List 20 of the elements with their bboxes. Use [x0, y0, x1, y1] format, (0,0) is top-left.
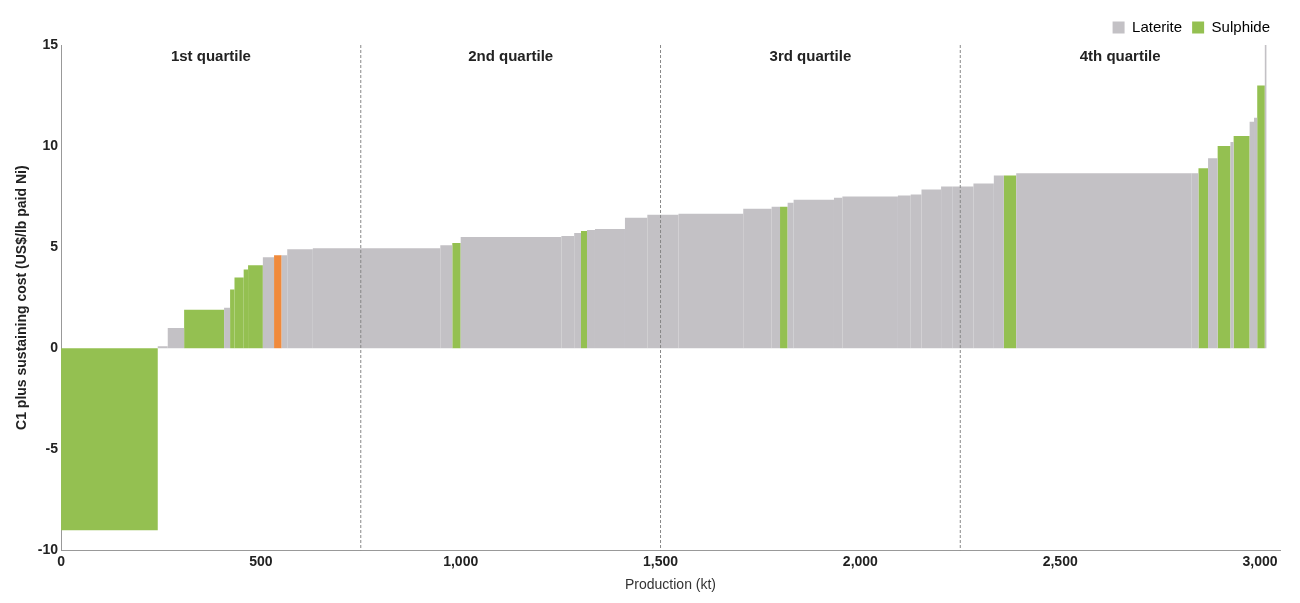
y-tick-label: -10 — [37, 541, 59, 558]
y-tick-label: 0 — [50, 339, 59, 356]
annotation: 2nd quartile — [468, 47, 554, 65]
legend-label: Sulphide — [1211, 17, 1271, 35]
y-axis-title: C1 plus sustaining cost (US$/lb paid Ni) — [13, 165, 30, 430]
annotation: 1st quartile — [170, 47, 251, 65]
x-tick-label: 2,500 — [1042, 552, 1078, 569]
legend-label: Laterite — [1132, 17, 1183, 35]
x-tick-label: 3,000 — [1242, 552, 1278, 569]
x-tick-label: 1,000 — [443, 552, 479, 569]
y-tick-label: 15 — [42, 35, 59, 52]
y-tick-label: 5 — [50, 238, 59, 255]
x-tick-label: 1,500 — [643, 552, 679, 569]
annotation: 4th quartile — [1079, 47, 1161, 65]
y-tick-label: -5 — [45, 440, 59, 457]
x-axis-title: Production (kt) — [624, 576, 717, 593]
x-tick-label: 500 — [249, 552, 273, 569]
annotation: 3rd quartile — [769, 47, 852, 65]
y-tick-label: 10 — [42, 136, 59, 153]
x-tick-label: 2,000 — [842, 552, 879, 569]
